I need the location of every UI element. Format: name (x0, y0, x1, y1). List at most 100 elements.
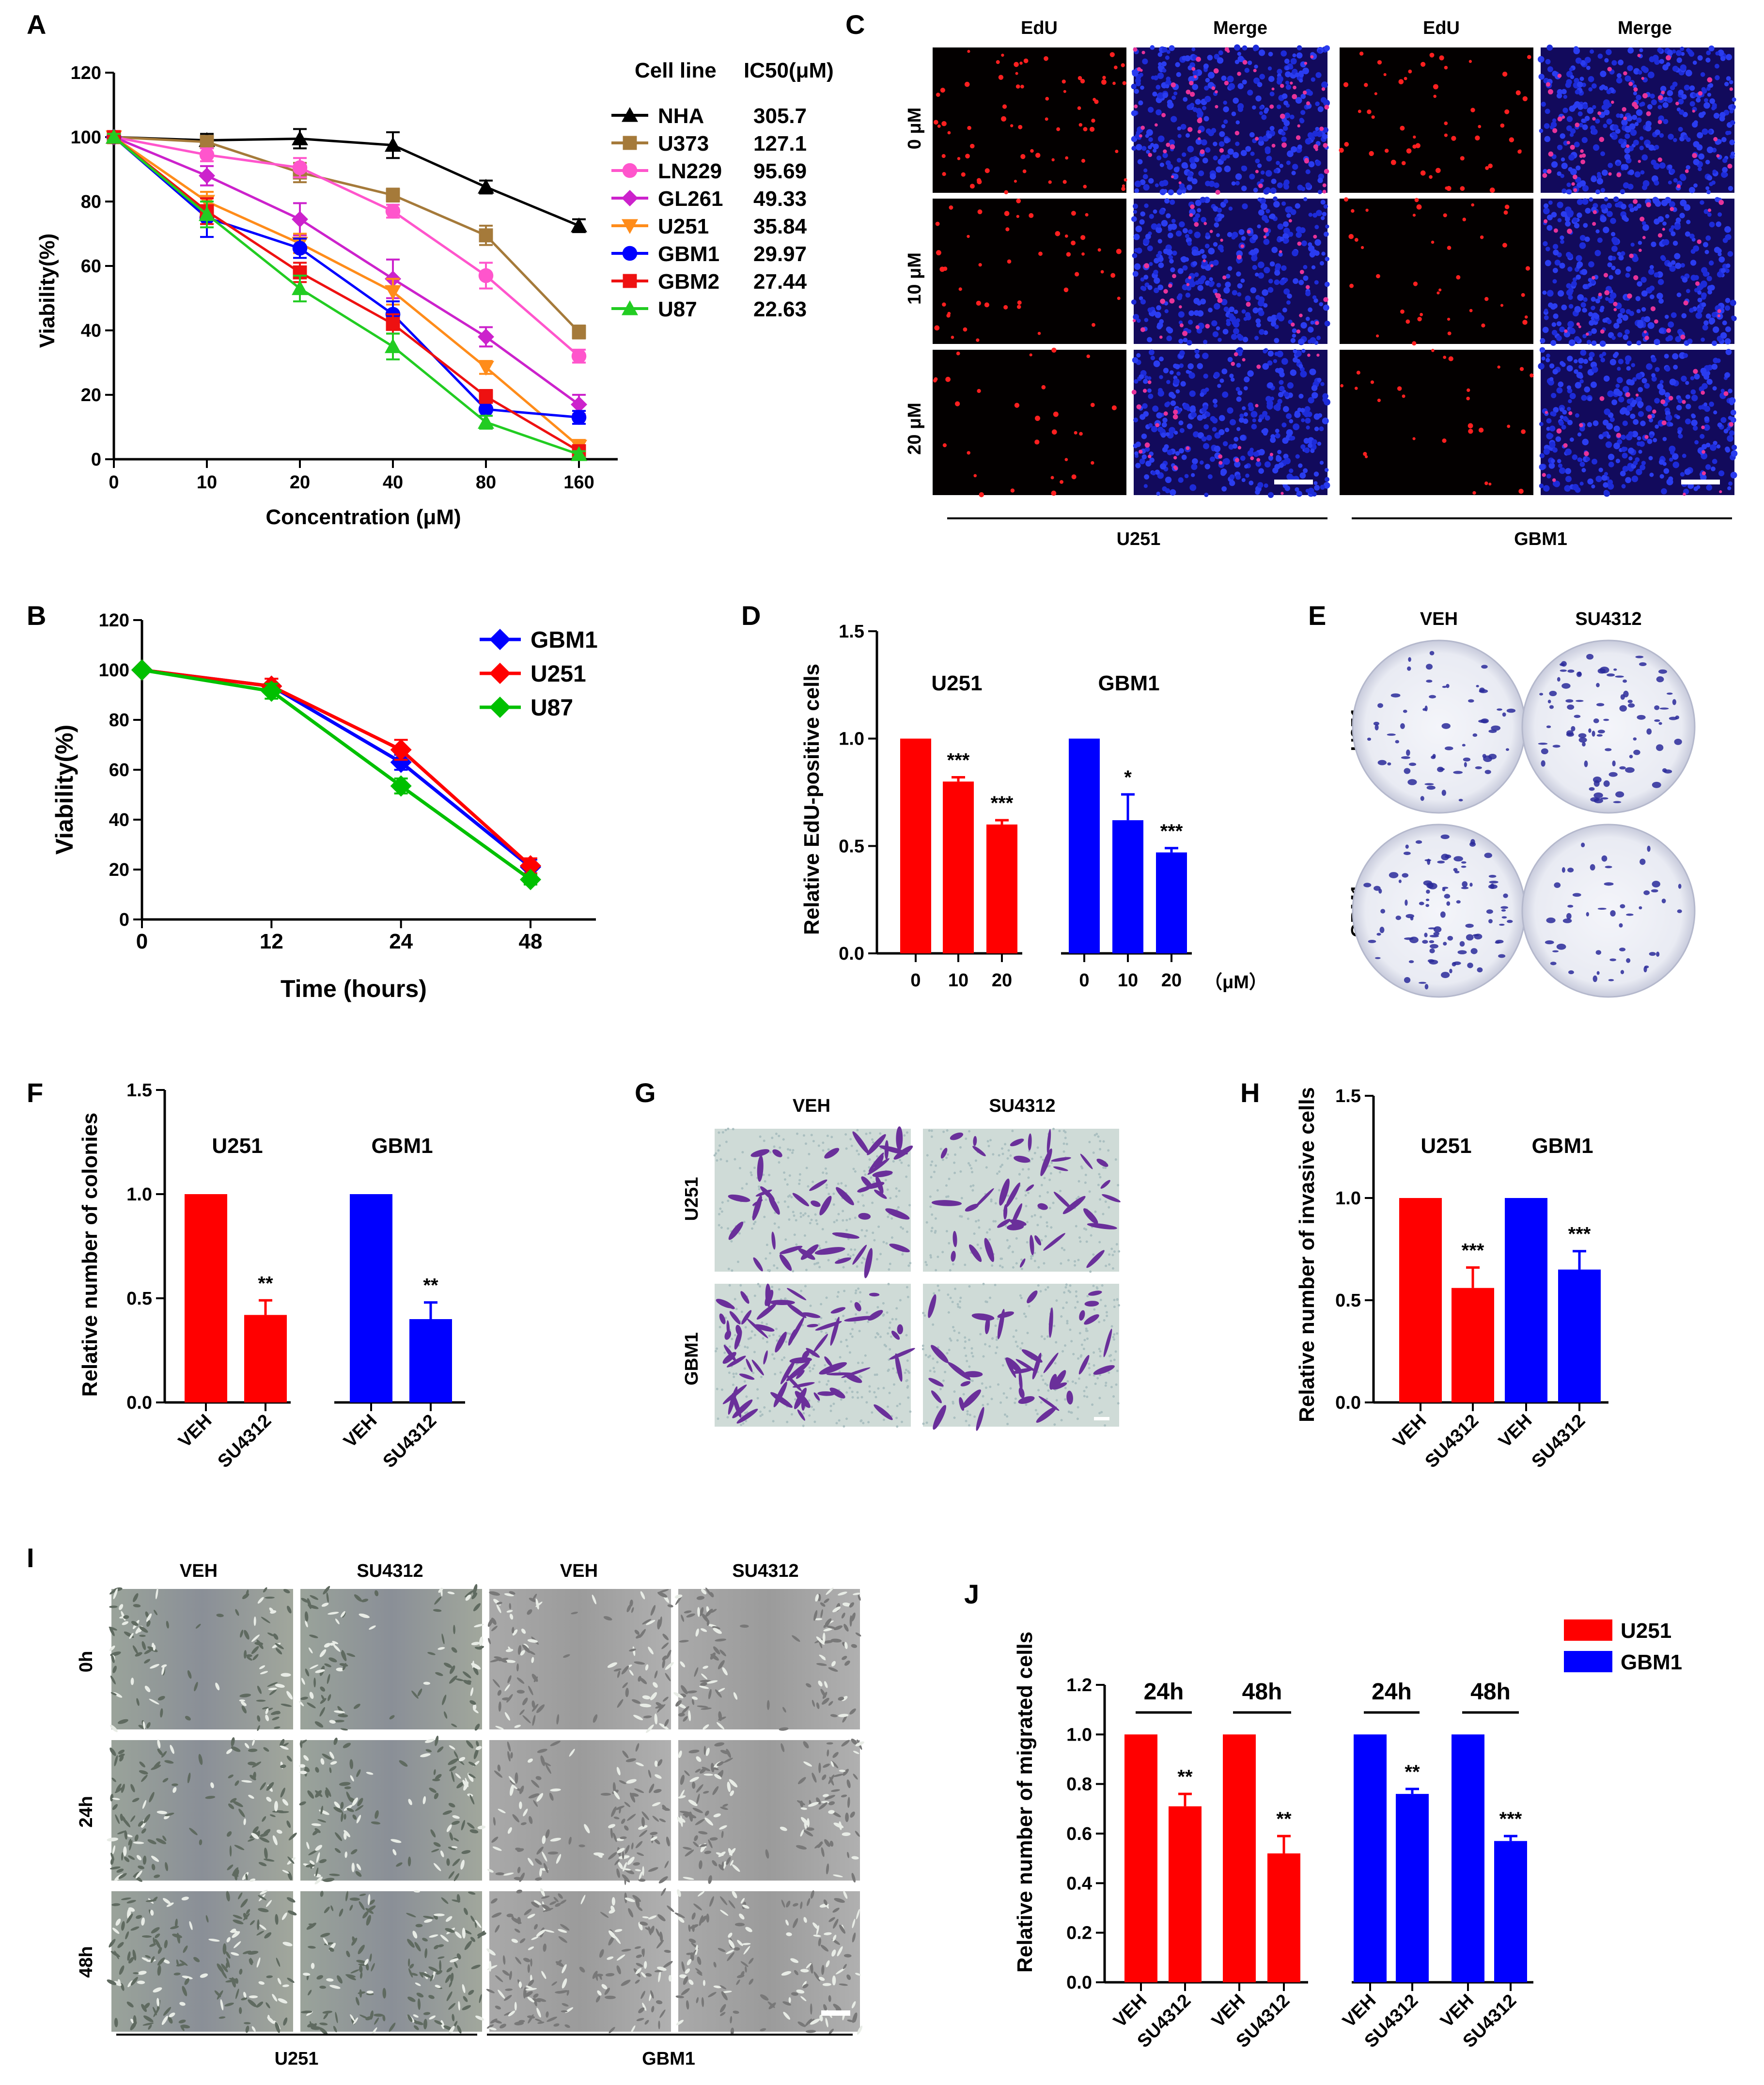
c-edu-dot (1481, 323, 1485, 328)
c-nucleus (1728, 186, 1733, 191)
c-nucleus (1291, 146, 1297, 153)
c-nucleus (1639, 102, 1643, 107)
c-nucleus (1544, 309, 1548, 313)
c-nucleus (1176, 72, 1181, 78)
c-nucleus (1257, 82, 1263, 87)
c-edu-dot (1140, 125, 1145, 130)
g-pore (1112, 1336, 1115, 1338)
g-pore (1112, 1395, 1115, 1398)
g-pore (975, 1220, 978, 1223)
c-nucleus (1607, 483, 1614, 490)
g-pore (991, 1337, 994, 1340)
c-nucleus (1541, 101, 1546, 107)
chart-d-bar-1 (943, 781, 974, 953)
g-pore (733, 1375, 735, 1378)
c-edu-dot (1112, 81, 1116, 85)
g-pore (1098, 1321, 1101, 1323)
c-nucleus (1615, 384, 1620, 388)
c-nucleus (1714, 63, 1719, 69)
e-colony (1363, 883, 1372, 887)
g-pore (830, 1136, 833, 1138)
e-colony (1374, 724, 1379, 731)
c-nucleus (1255, 461, 1262, 467)
g-pore (851, 1328, 854, 1331)
c-edu-dot (1716, 154, 1720, 158)
c-nucleus (1155, 253, 1160, 258)
c-edu-dot (1717, 314, 1721, 318)
g-pore (1114, 1350, 1117, 1353)
e-colony (1607, 673, 1615, 677)
c-edu-dot (1179, 323, 1184, 327)
c-nucleus (1232, 290, 1237, 296)
c-nucleus (1163, 368, 1169, 373)
c-edu-dot (1134, 104, 1138, 109)
c-nucleus (1603, 482, 1608, 488)
g-pore (980, 1247, 983, 1250)
g-pore (1063, 1291, 1066, 1294)
e-dish-plate (1521, 824, 1696, 998)
c-nucleus (1587, 422, 1592, 427)
c-nucleus (1702, 383, 1708, 389)
c-nucleus (1233, 97, 1239, 104)
g-cell (858, 1213, 871, 1220)
c-nucleus (1686, 289, 1690, 294)
e-colony (1401, 756, 1410, 759)
chart-a-ytick-label-3: 60 (81, 256, 101, 277)
g-pore (734, 1158, 736, 1161)
c-nucleus (1150, 45, 1155, 50)
e-colony (1557, 677, 1561, 682)
g-pore (851, 1396, 854, 1399)
c-edu-dot (1707, 208, 1712, 212)
c-nucleus (1170, 199, 1175, 205)
c-nucleus (1159, 375, 1163, 379)
g-pore (1093, 1308, 1096, 1311)
c-nucleus (1700, 281, 1707, 288)
c-nucleus (1562, 416, 1568, 421)
g-pore (988, 1345, 991, 1348)
c-nucleus (1197, 285, 1203, 291)
c-nucleus (1702, 325, 1708, 331)
g-pore (1006, 1423, 1009, 1426)
c-nucleus (1186, 340, 1192, 346)
chart-a-ytick-label-5: 100 (71, 127, 101, 148)
c-nucleus (1245, 296, 1251, 302)
g-pore (949, 1337, 952, 1340)
c-edu-dot (936, 93, 940, 97)
c-nucleus (1618, 358, 1624, 364)
c-edu-dot (1255, 137, 1259, 141)
c-nucleus (1582, 308, 1587, 313)
chart-a-point (571, 446, 587, 461)
e-colony (1586, 912, 1589, 917)
g-pore (968, 1130, 971, 1133)
c-nucleus (1216, 166, 1222, 173)
e-colony (1481, 665, 1488, 669)
c-edu-dot (1091, 118, 1095, 123)
g-pore (930, 1164, 933, 1167)
c-edu-dot (949, 205, 953, 210)
c-nucleus (1296, 491, 1302, 497)
g-pore (763, 1215, 766, 1218)
g-pore (1012, 1266, 1015, 1269)
c-nucleus (1578, 358, 1584, 364)
c-edu-dot (976, 300, 981, 306)
c-nucleus (1298, 364, 1303, 369)
c-nucleus (1162, 47, 1168, 53)
c-nucleus (1641, 290, 1648, 297)
g-pore (740, 1423, 743, 1426)
c-nucleus (1229, 419, 1236, 426)
e-colony (1462, 744, 1466, 747)
g-pore (929, 1354, 932, 1357)
g-pore (808, 1414, 811, 1417)
c-edu-dot (1592, 276, 1595, 280)
c-nucleus (1225, 274, 1231, 279)
c-nucleus (1580, 349, 1587, 356)
c-nucleus (1546, 474, 1551, 479)
g-pore (1066, 1322, 1069, 1325)
c-nucleus (1247, 60, 1252, 65)
c-nucleus (1594, 313, 1600, 319)
e-colony (1469, 841, 1476, 847)
c-edu-dot (1080, 78, 1085, 84)
g-pore (718, 1325, 721, 1328)
e-colony (1506, 748, 1509, 751)
c-nucleus (1191, 412, 1197, 418)
